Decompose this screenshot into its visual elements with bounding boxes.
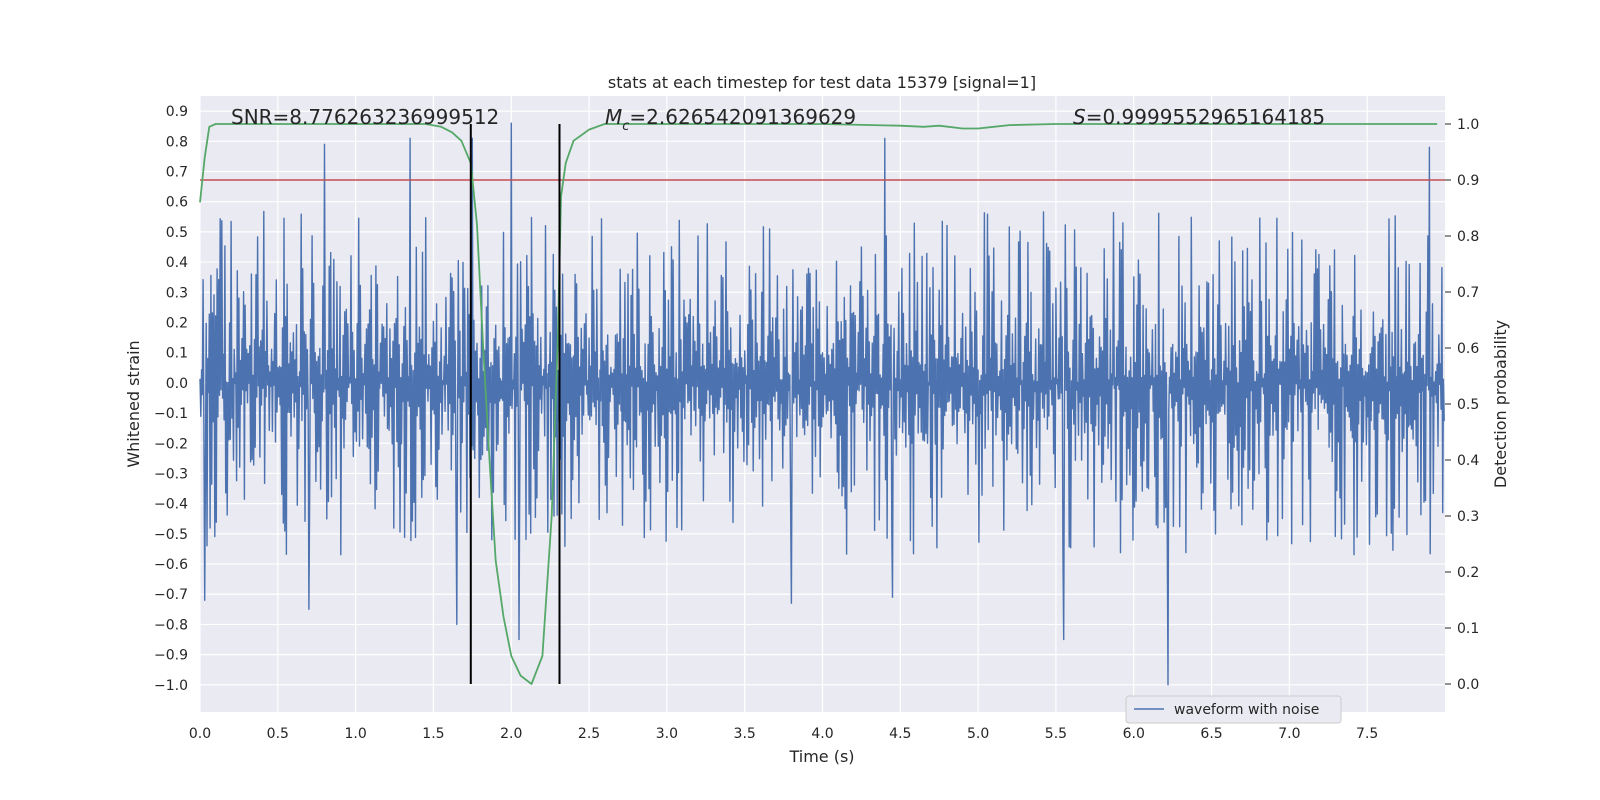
y-tick-label: −0.7	[154, 587, 188, 603]
legend: waveform with noise	[1125, 695, 1342, 724]
y2-tick-label: 0.3	[1457, 509, 1479, 525]
y-tick-label: 0.8	[166, 134, 188, 150]
y-ticks: 0.9 0.8 0.7 0.6 0.5 0.4 0.3 0.2 0.1 0.0 −0.1 −0.2 −0…	[154, 104, 188, 694]
y-tick-label: 0.6	[166, 195, 188, 211]
x-ticks: 0.0 0.5 1.0 1.5 2.0 2.5 3.0 3.5 4.0 4.5 5.0 5.5 6.0 6…	[189, 726, 1378, 742]
x-tick-label: 1.5	[422, 726, 444, 742]
y2-tick-label: 0.0	[1457, 677, 1479, 693]
y-tick-label: −0.3	[154, 466, 188, 482]
vertical-markers	[469, 124, 561, 684]
x-tick-label: 4.5	[889, 726, 911, 742]
x-tick-label: 7.5	[1356, 726, 1378, 742]
s-value: =0.9999552965164185	[1086, 105, 1325, 129]
y-tick-label: 0.0	[166, 376, 188, 392]
y2-tick-label: 0.9	[1457, 173, 1479, 189]
x-axis-label: Time (s)	[788, 747, 854, 766]
y2-tick-label: 0.1	[1457, 621, 1479, 637]
x-tick-label: 5.0	[967, 726, 989, 742]
y2-ticks: 1.0 0.9 0.8 0.7 0.6 0.5 0.4 0.3 0.2 0.1 0.0	[1445, 117, 1479, 693]
snr-annotation: SNR=8.776263236999512	[231, 105, 499, 129]
probability-line	[199, 123, 1438, 685]
y2-tick-label: 0.2	[1457, 565, 1479, 581]
mc-symbol: M	[605, 105, 622, 129]
x-tick-label: 4.0	[811, 726, 833, 742]
y-tick-label: −0.1	[154, 406, 188, 422]
y-tick-label: −1.0	[154, 678, 188, 694]
y-tick-label: 0.4	[166, 255, 188, 271]
x-tick-label: 0.0	[189, 726, 211, 742]
y-tick-label: −0.2	[154, 436, 188, 452]
mc-annotation: Mc=2.626542091369629	[605, 105, 856, 134]
legend-label: waveform with noise	[1174, 702, 1319, 718]
x-tick-label: 0.5	[267, 726, 289, 742]
x-tick-label: 7.0	[1278, 726, 1300, 742]
y2-axis-label: Detection probability	[1491, 320, 1510, 488]
chart-title: stats at each timestep for test data 153…	[608, 73, 1036, 92]
y2-tick-label: 0.6	[1457, 341, 1479, 357]
y2-tick-label: 0.5	[1457, 397, 1479, 413]
s-symbol: S	[1073, 105, 1086, 129]
mc-subscript: c	[622, 119, 629, 134]
y-tick-label: 0.1	[166, 346, 188, 362]
x-tick-label: 3.0	[656, 726, 678, 742]
y-tick-label: −0.6	[154, 557, 188, 573]
s-annotation: S=0.9999552965164185	[1073, 105, 1325, 129]
mc-value: =2.626542091369629	[629, 105, 856, 129]
probability-series	[199, 123, 1438, 685]
y2-tick-label: 1.0	[1457, 117, 1479, 133]
waveform-line	[199, 122, 1445, 686]
x-tick-label: 1.0	[344, 726, 366, 742]
y-axis-label: Whitened strain	[124, 340, 143, 467]
y-tick-label: 0.2	[166, 315, 188, 331]
y-tick-label: −0.8	[154, 617, 188, 633]
y-tick-label: −0.9	[154, 648, 188, 664]
y-tick-label: 0.5	[166, 225, 188, 241]
legend-box	[1125, 695, 1342, 724]
y-tick-label: 0.7	[166, 164, 188, 180]
x-tick-label: 6.0	[1123, 726, 1145, 742]
y-tick-label: −0.4	[154, 497, 188, 513]
y2-tick-label: 0.4	[1457, 453, 1479, 469]
y-tick-label: −0.5	[154, 527, 188, 543]
y2-tick-label: 0.8	[1457, 229, 1479, 245]
x-tick-label: 2.0	[500, 726, 522, 742]
y2-tick-label: 0.7	[1457, 285, 1479, 301]
waveform-series	[199, 122, 1445, 686]
x-tick-label: 3.5	[734, 726, 756, 742]
x-tick-label: 5.5	[1045, 726, 1067, 742]
y-tick-label: 0.9	[166, 104, 188, 120]
x-tick-label: 2.5	[578, 726, 600, 742]
x-tick-label: 6.5	[1200, 726, 1222, 742]
y-tick-label: 0.3	[166, 285, 188, 301]
